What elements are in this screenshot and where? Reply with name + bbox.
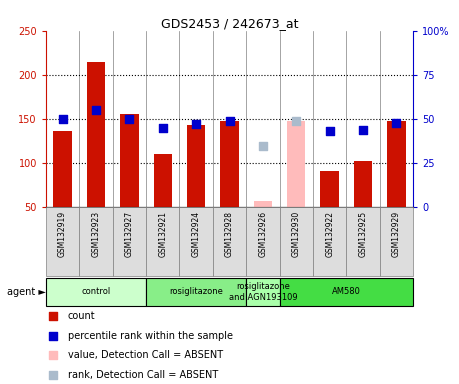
Text: GSM132927: GSM132927 <box>125 211 134 257</box>
Bar <box>354 161 372 207</box>
Point <box>50 313 57 319</box>
Bar <box>179 207 213 276</box>
Point <box>126 116 133 122</box>
Bar <box>53 131 72 207</box>
Point <box>393 119 400 126</box>
Title: GDS2453 / 242673_at: GDS2453 / 242673_at <box>161 17 298 30</box>
Bar <box>46 207 79 276</box>
Text: value, Detection Call = ABSENT: value, Detection Call = ABSENT <box>68 350 223 360</box>
Bar <box>87 61 105 207</box>
Bar <box>46 278 146 306</box>
Bar <box>380 207 413 276</box>
Bar <box>213 207 246 276</box>
Point <box>192 121 200 127</box>
Bar <box>246 278 280 306</box>
Text: GSM132929: GSM132929 <box>392 211 401 257</box>
Point <box>159 125 167 131</box>
Text: percentile rank within the sample: percentile rank within the sample <box>68 331 233 341</box>
Point <box>292 118 300 124</box>
Point <box>50 352 57 358</box>
Point <box>326 128 333 134</box>
Text: GSM132926: GSM132926 <box>258 211 268 257</box>
Text: agent ►: agent ► <box>7 287 46 297</box>
Bar <box>146 278 246 306</box>
Text: rank, Detection Call = ABSENT: rank, Detection Call = ABSENT <box>68 370 218 380</box>
Point <box>226 118 233 124</box>
Point <box>59 116 66 122</box>
Bar <box>313 207 347 276</box>
Bar <box>79 207 112 276</box>
Bar <box>120 114 139 207</box>
Point <box>50 333 57 339</box>
Bar <box>280 207 313 276</box>
Text: rosiglitazone
and AGN193109: rosiglitazone and AGN193109 <box>229 282 297 301</box>
Text: count: count <box>68 311 95 321</box>
Bar <box>146 207 179 276</box>
Bar <box>280 278 413 306</box>
Text: GSM132930: GSM132930 <box>292 211 301 257</box>
Bar <box>112 207 146 276</box>
Bar <box>187 125 205 207</box>
Text: rosiglitazone: rosiglitazone <box>169 287 223 296</box>
Text: GSM132923: GSM132923 <box>91 211 101 257</box>
Point <box>259 142 267 149</box>
Text: GSM132922: GSM132922 <box>325 211 334 257</box>
Text: control: control <box>81 287 111 296</box>
Bar <box>347 207 380 276</box>
Bar <box>220 121 239 207</box>
Bar <box>246 207 280 276</box>
Bar <box>287 121 305 207</box>
Text: AM580: AM580 <box>332 287 361 296</box>
Bar <box>387 121 406 207</box>
Point <box>50 372 57 378</box>
Point <box>359 127 367 133</box>
Point <box>92 107 100 113</box>
Text: GSM132924: GSM132924 <box>191 211 201 257</box>
Text: GSM132925: GSM132925 <box>358 211 368 257</box>
Text: GSM132921: GSM132921 <box>158 211 167 257</box>
Text: GSM132928: GSM132928 <box>225 211 234 257</box>
Bar <box>254 201 272 207</box>
Bar <box>320 171 339 207</box>
Text: GSM132919: GSM132919 <box>58 211 67 257</box>
Bar <box>154 154 172 207</box>
